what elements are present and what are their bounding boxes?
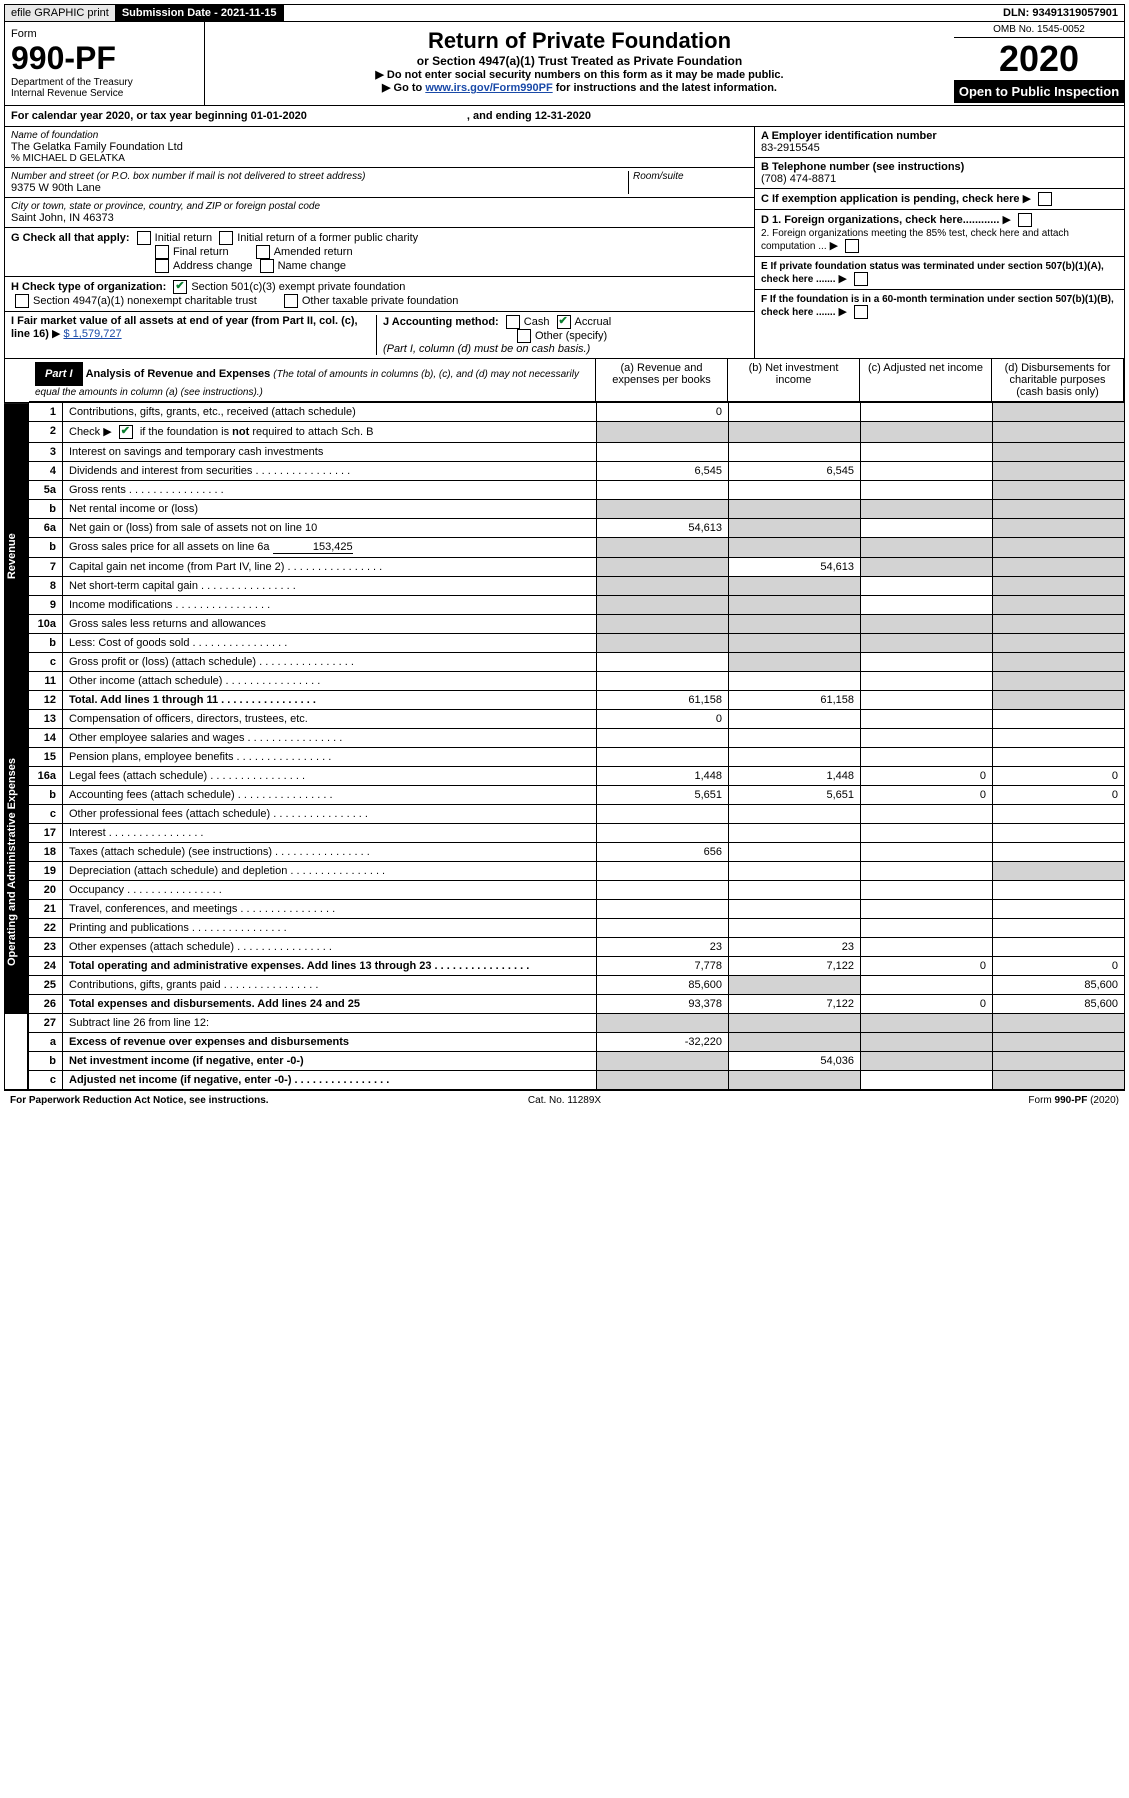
col-b-hdr: (b) Net investment income xyxy=(728,359,860,402)
year-block: OMB No. 1545-0052 2020 Open to Public In… xyxy=(954,22,1124,105)
check-initial-return[interactable] xyxy=(137,231,151,245)
form-ref: Form 990-PF (2020) xyxy=(749,1095,1119,1106)
check-d2[interactable] xyxy=(845,239,859,253)
opt-other: Other taxable private foundation xyxy=(302,295,459,307)
form-title-block: Return of Private Foundation or Section … xyxy=(205,22,954,105)
summary-table: 27Subtract line 26 from line 12: aExcess… xyxy=(28,1014,1125,1090)
irs-line: Internal Revenue Service xyxy=(11,88,198,99)
g-label: G Check all that apply: xyxy=(11,232,130,244)
check-other-method[interactable] xyxy=(517,329,531,343)
main-title: Return of Private Foundation xyxy=(211,28,948,54)
open-public-badge: Open to Public Inspection xyxy=(954,80,1124,103)
check-accrual[interactable] xyxy=(557,315,571,329)
dln: DLN: 93491319057901 xyxy=(997,5,1124,21)
form-id-block: Form 990-PF Department of the Treasury I… xyxy=(5,22,205,105)
cal-year-begin: For calendar year 2020, or tax year begi… xyxy=(11,110,307,122)
note-goto: Go to www.irs.gov/Form990PF for instruct… xyxy=(211,81,948,94)
revenue-table: 1Contributions, gifts, grants, etc., rec… xyxy=(28,403,1125,710)
part1-label: Part I xyxy=(35,362,83,386)
form-word: Form xyxy=(11,28,198,40)
j-label: J Accounting method: xyxy=(383,316,499,328)
street-address: 9375 W 90th Lane xyxy=(11,182,628,194)
check-namechange[interactable] xyxy=(260,259,274,273)
note-ssn: Do not enter social security numbers on … xyxy=(211,68,948,81)
opt-cash: Cash xyxy=(524,316,550,328)
check-cash[interactable] xyxy=(506,315,520,329)
paperwork-notice: For Paperwork Reduction Act Notice, see … xyxy=(10,1095,380,1106)
e-label: E If private foundation status was termi… xyxy=(761,261,1104,285)
check-other-tax[interactable] xyxy=(284,294,298,308)
city-label: City or town, state or province, country… xyxy=(11,201,748,212)
addr-label: Number and street (or P.O. box number if… xyxy=(11,171,628,182)
check-d1[interactable] xyxy=(1018,213,1032,227)
efile-button[interactable]: efile GRAPHIC print xyxy=(5,5,116,21)
check-initial-public[interactable] xyxy=(219,231,233,245)
check-final[interactable] xyxy=(155,245,169,259)
opt-initial: Initial return xyxy=(155,232,212,244)
check-e[interactable] xyxy=(854,272,868,286)
d1-label: D 1. Foreign organizations, check here..… xyxy=(761,214,999,226)
check-f[interactable] xyxy=(854,305,868,319)
opt-4947: Section 4947(a)(1) nonexempt charitable … xyxy=(33,295,257,307)
irs-link[interactable]: www.irs.gov/Form990PF xyxy=(425,82,552,94)
opt-amended: Amended return xyxy=(274,246,353,258)
check-sch-b[interactable] xyxy=(119,425,133,439)
opt-address: Address change xyxy=(173,260,253,272)
opt-name: Name change xyxy=(278,260,347,272)
check-address[interactable] xyxy=(155,259,169,273)
col-c-hdr: (c) Adjusted net income xyxy=(860,359,992,402)
part1-title: Analysis of Revenue and Expenses xyxy=(86,368,271,380)
omb-number: OMB No. 1545-0052 xyxy=(954,22,1124,38)
careof: % MICHAEL D GELATKA xyxy=(11,153,748,164)
a-label: A Employer identification number xyxy=(761,130,1118,142)
check-c[interactable] xyxy=(1038,192,1052,206)
subtitle: or Section 4947(a)(1) Trust Treated as P… xyxy=(211,54,948,68)
j-note: (Part I, column (d) must be on cash basi… xyxy=(383,343,590,355)
room-label: Room/suite xyxy=(633,171,748,182)
check-501c3[interactable] xyxy=(173,280,187,294)
dept-line: Department of the Treasury xyxy=(11,77,198,88)
check-amended[interactable] xyxy=(256,245,270,259)
name-label: Name of foundation xyxy=(11,130,748,141)
d2-label: 2. Foreign organizations meeting the 85%… xyxy=(761,228,1069,252)
submission-date: Submission Date - 2021-11-15 xyxy=(116,5,284,21)
col-a-hdr: (a) Revenue and expenses per books xyxy=(596,359,728,402)
check-4947[interactable] xyxy=(15,294,29,308)
foundation-name: The Gelatka Family Foundation Ltd xyxy=(11,141,748,153)
revenue-sidelabel: Revenue xyxy=(4,403,28,710)
fmv-link[interactable]: $ 1,579,727 xyxy=(63,328,121,340)
cal-year-end: , and ending 12-31-2020 xyxy=(467,110,591,122)
opt-other-method: Other (specify) xyxy=(535,330,607,342)
col-d-hdr: (d) Disbursements for charitable purpose… xyxy=(992,359,1124,402)
h-label: H Check type of organization: xyxy=(11,281,166,293)
form-number: 990-PF xyxy=(11,40,198,77)
city-state-zip: Saint John, IN 46373 xyxy=(11,212,748,224)
cat-no: Cat. No. 11289X xyxy=(380,1095,750,1106)
opt-accrual: Accrual xyxy=(575,316,612,328)
ein: 83-2915545 xyxy=(761,142,1118,154)
opt-initial-pub: Initial return of a former public charit… xyxy=(237,232,418,244)
tax-year: 2020 xyxy=(954,38,1124,80)
expenses-table: 13Compensation of officers, directors, t… xyxy=(28,710,1125,1014)
phone: (708) 474-8871 xyxy=(761,173,1118,185)
opt-final: Final return xyxy=(173,246,229,258)
f-label: F If the foundation is in a 60-month ter… xyxy=(761,294,1114,318)
opt-501c3: Section 501(c)(3) exempt private foundat… xyxy=(191,281,405,293)
c-label: C If exemption application is pending, c… xyxy=(761,193,1020,205)
b-label: B Telephone number (see instructions) xyxy=(761,161,1118,173)
expenses-sidelabel: Operating and Administrative Expenses xyxy=(4,710,28,1014)
